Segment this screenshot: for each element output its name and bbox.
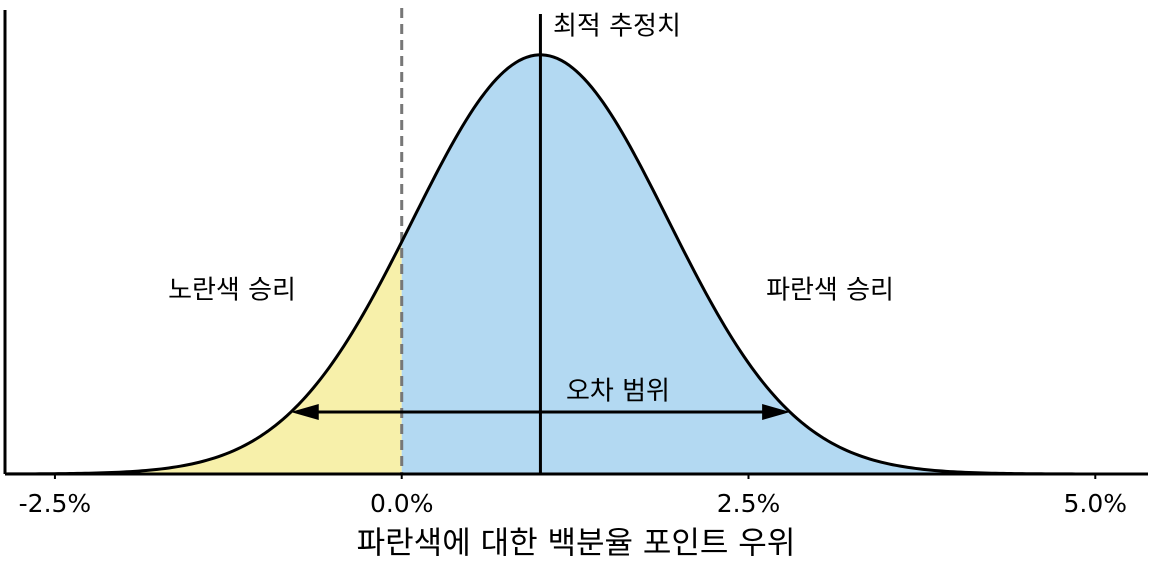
density-curve [4, 53, 1148, 476]
x-tick-label: -2.5% [19, 489, 92, 518]
plot-layer [3, 8, 1149, 476]
error-arrow-head [290, 404, 319, 420]
left-region-label: 노란색 승리 [168, 276, 296, 306]
error-arrow-head [762, 404, 791, 420]
mean-label: 최적 추정치 [553, 12, 681, 42]
x-axis-label: 파란색에 대한 백분율 포인트 우위 [357, 526, 796, 562]
x-tick-label: 0.0% [370, 489, 434, 518]
left-area [5, 241, 402, 474]
x-tick-label: 5.0% [1064, 489, 1128, 518]
right-region-label: 파란색 승리 [766, 276, 894, 306]
right-area [401, 54, 1149, 474]
x-tick-label: 2.5% [717, 489, 781, 518]
error-label: 오차 범위 [566, 377, 670, 407]
